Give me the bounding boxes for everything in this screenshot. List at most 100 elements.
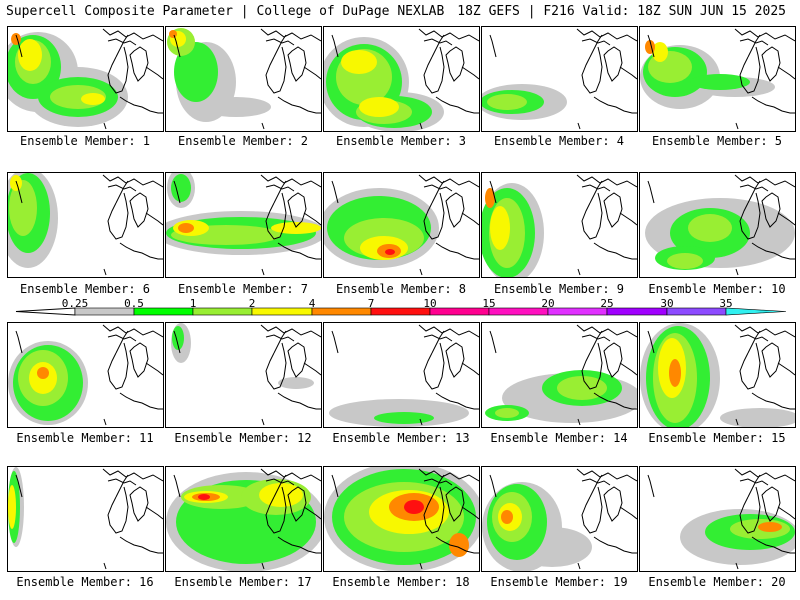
member-label: Ensemble Member: 5 (651, 134, 783, 148)
member-label: Ensemble Member: 18 (332, 575, 470, 589)
ensemble-map-9[interactable] (481, 172, 638, 278)
scale-swatch (606, 307, 668, 316)
coastline-path (261, 562, 265, 570)
coastline-path (418, 324, 479, 338)
scp-field-map (324, 174, 479, 276)
coastline-path (145, 212, 163, 226)
member-label: Ensemble Member: 14 (490, 431, 628, 445)
scp-field-map (166, 173, 321, 276)
coastline-path (102, 324, 163, 338)
ensemble-map-15[interactable] (639, 322, 796, 428)
coastline-path (739, 486, 761, 534)
coastline-path (303, 362, 321, 376)
coastline-path (115, 330, 129, 354)
coastline-path (102, 174, 163, 188)
coastline-path (489, 34, 497, 58)
coastline-path (593, 242, 637, 260)
coastline-path (461, 66, 479, 80)
ensemble-map-14[interactable] (481, 322, 638, 428)
scp-contour-yellow (10, 175, 22, 191)
coastline-path (593, 536, 637, 554)
ensemble-map-17[interactable] (165, 466, 322, 572)
coastline-path (603, 486, 623, 522)
coastline-path (581, 334, 611, 342)
coastline-path (265, 486, 287, 534)
ensemble-map-2[interactable] (165, 26, 322, 132)
scp-field-map (8, 28, 163, 130)
scp-contour-yellow (652, 42, 668, 62)
scp-contour-red (198, 494, 210, 500)
ensemble-map-11[interactable] (7, 322, 164, 428)
member-label: Ensemble Member: 12 (174, 431, 312, 445)
coastline-path (576, 468, 637, 482)
coastline-path (431, 330, 445, 354)
coastline-path (273, 330, 287, 354)
coastline-path (647, 180, 655, 204)
member-label: Ensemble Member: 3 (335, 134, 467, 148)
ensemble-map-1[interactable] (7, 26, 164, 132)
ensemble-map-19[interactable] (481, 466, 638, 572)
scp-contour-yellow (18, 39, 42, 71)
coastline-path (777, 506, 795, 520)
member-label: Ensemble Member: 20 (648, 575, 786, 589)
coastline-path (260, 28, 321, 42)
coastline-path (739, 342, 761, 390)
coastline-path (418, 468, 479, 482)
member-label: Ensemble Member: 17 (174, 575, 312, 589)
scale-swatch (666, 307, 727, 316)
ensemble-map-4[interactable] (481, 26, 638, 132)
coastline-path (435, 392, 479, 410)
coastline-path (423, 478, 453, 486)
coastline-path (129, 192, 149, 228)
coastline-path (735, 562, 739, 570)
coastline-path (739, 184, 769, 192)
scp-contour-orange (37, 367, 49, 379)
scp-field-map (166, 468, 321, 571)
coastline-path (739, 478, 769, 486)
coastline-path (423, 192, 445, 240)
coastline-path (435, 96, 479, 114)
coastline-path (107, 334, 137, 342)
scp-contour-green (172, 326, 184, 350)
scp-field-map (647, 468, 795, 570)
coastline-path (445, 486, 465, 522)
coastline-path (418, 174, 479, 188)
coastline-path (581, 38, 611, 46)
coastline-path (15, 180, 23, 204)
coastline-path (734, 28, 795, 42)
coastline-path (445, 46, 465, 82)
ensemble-map-5[interactable] (639, 26, 796, 132)
coastline-path (489, 474, 497, 498)
coastline-path (647, 34, 655, 58)
coastline-path (445, 192, 465, 228)
coastline-path (647, 474, 655, 498)
scale-tick-label: 10 (423, 297, 437, 310)
page-title: Supercell Composite Parameter | College … (6, 4, 445, 19)
member-label: Ensemble Member: 2 (177, 134, 309, 148)
scp-field-map (8, 324, 163, 426)
ensemble-map-10[interactable] (639, 172, 796, 278)
ensemble-map-12[interactable] (165, 322, 322, 428)
scp-field-map (8, 173, 163, 276)
ensemble-map-6[interactable] (7, 172, 164, 278)
coastline-path (115, 34, 129, 58)
ensemble-map-13[interactable] (323, 322, 480, 428)
ensemble-map-20[interactable] (639, 466, 796, 572)
scp-contour-yellow (359, 97, 399, 117)
ensemble-map-18[interactable] (323, 466, 480, 572)
coastline-path (129, 486, 149, 522)
coastline-path (619, 212, 637, 226)
coastline-path (303, 506, 321, 520)
coastline-path (145, 362, 163, 376)
ensemble-map-3[interactable] (323, 26, 480, 132)
coastline-path (107, 192, 129, 240)
scale-tick-label: 35 (719, 297, 733, 310)
coastline-path (173, 34, 181, 58)
coastline-path (119, 242, 163, 260)
coastline-path (576, 28, 637, 42)
coastline-path (103, 418, 107, 426)
ensemble-map-16[interactable] (7, 466, 164, 572)
coastline-path (761, 486, 781, 522)
ensemble-map-7[interactable] (165, 172, 322, 278)
ensemble-map-8[interactable] (323, 172, 480, 278)
